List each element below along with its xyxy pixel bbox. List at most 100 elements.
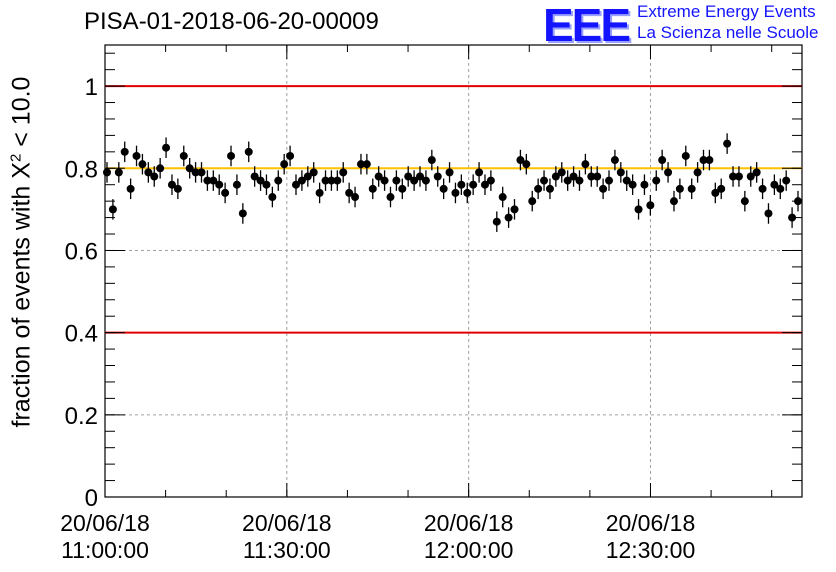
data-point [392,176,401,185]
data-point [108,205,117,214]
data-point [522,160,531,169]
data-point [746,172,755,181]
data-point [416,172,425,181]
data-point [480,180,489,189]
data-point [291,180,300,189]
data-point [776,184,785,193]
data-point [144,168,153,177]
data-point [687,184,696,193]
data-point [297,176,306,185]
data-point [209,176,218,185]
axis-ticks [104,45,802,498]
data-point [740,197,749,206]
data-point [640,180,649,189]
data-point [699,156,708,165]
data-point [794,197,802,206]
data-point [351,193,360,202]
data-point [587,172,596,181]
y-axis-label-sup: 2 [7,153,25,163]
data-point [516,156,525,165]
data-point [309,168,318,177]
data-point [179,151,188,160]
data-point [380,176,389,185]
data-point [711,188,720,197]
data-point [469,180,478,189]
y-tick-label: 1 [85,74,98,101]
data-point [658,156,667,165]
reference-lines [105,85,802,334]
x-tick-label-date: 20/06/18 [423,510,514,536]
data-point [126,184,135,193]
data-point [274,176,283,185]
data-point [605,176,614,185]
data-point [669,197,678,206]
y-axis-label: fraction of events with X2 < 10.0 [7,77,36,428]
x-tick-label-time: 11:30:00 [242,537,331,563]
data-point [120,147,129,156]
y-tick-labels: 0 0.2 0.4 0.6 0.8 1 [65,74,98,512]
data-point [545,184,554,193]
data-point [232,180,241,189]
x-tick-label-date: 20/06/18 [242,510,332,536]
data-point [321,176,330,185]
data-point [734,172,743,181]
x-tick-label: 20/06/18 12:00:00 [399,510,539,564]
data-point [162,143,171,152]
data-point [675,184,684,193]
data-point [103,168,111,177]
data-point [510,205,519,214]
data-point [723,139,732,148]
y-axis-label-tail: < 10.0 [7,76,36,154]
x-tick-label-time: 11:00:00 [61,537,149,563]
data-point [593,172,602,181]
data-point [333,176,342,185]
data-point [717,184,726,193]
data-point [628,180,637,189]
data-point [693,168,702,177]
data-point [652,176,661,185]
data-point [705,156,714,165]
data-point [616,168,625,177]
data-point [563,176,572,185]
data-point [463,188,472,197]
data-point [191,168,200,177]
data-point [398,184,407,193]
x-tick-label: 20/06/18 12:30:00 [580,510,720,564]
data-point [664,168,673,177]
data-point [752,168,761,177]
data-point [622,176,631,185]
logo-tagline-2: La Scienza nelle Scuole [637,23,819,42]
data-point [445,168,454,177]
data-point [782,176,791,185]
data-point [221,188,230,197]
y-tick-label: 0.8 [65,156,98,183]
data-point [132,151,141,160]
data-point [303,172,312,181]
plot-frame [104,44,803,498]
data-point [551,172,560,181]
data-point [173,184,182,193]
y-tick-label: 0 [85,485,98,512]
data-point [404,172,413,181]
x-tick-label-time: 12:00:00 [423,537,514,563]
data-point [610,156,619,165]
data-point [238,209,247,218]
eee-logo: EEE Extreme Energy Events La Scienza nel… [543,0,833,51]
data-point [457,180,466,189]
data-point [203,176,212,185]
data-point [575,176,584,185]
x-tick-label: 20/06/18 11:30:00 [217,510,357,564]
data-point [569,172,578,181]
y-tick-label: 0.2 [65,403,98,430]
chart-title: PISA-01-2018-06-20-00009 [84,8,379,35]
data-point [634,205,643,214]
data-point [427,156,436,165]
data-point [599,184,608,193]
data-point [227,151,236,160]
data-point [540,176,549,185]
data-point [492,217,501,226]
data-point [286,151,295,160]
data-point [475,168,484,177]
data-point [729,172,738,181]
data-point [280,160,289,169]
